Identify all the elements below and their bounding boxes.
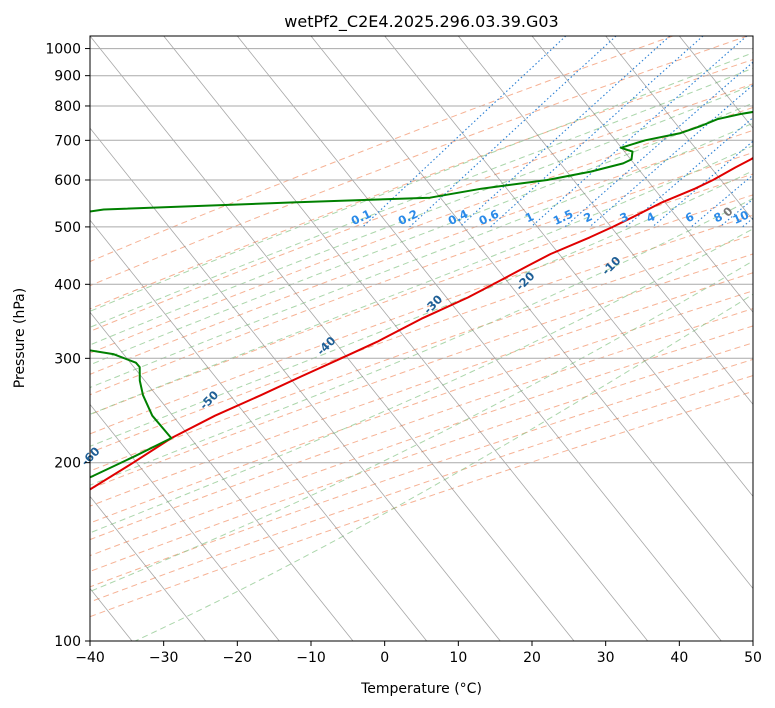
isotherm-line xyxy=(605,36,753,221)
isotherm-line xyxy=(163,36,649,641)
isotherm-line xyxy=(384,36,753,498)
temperature-profile xyxy=(90,156,753,491)
x-tick-label: −10 xyxy=(296,650,326,666)
isotherm-line xyxy=(531,36,753,313)
y-tick-label: 600 xyxy=(54,173,81,189)
x-tick-label: 30 xyxy=(597,650,615,666)
plot-background xyxy=(90,36,753,641)
mixing-ratio-line xyxy=(564,61,753,228)
y-tick-label: 400 xyxy=(54,277,81,293)
dry-adiabat-line xyxy=(90,194,753,435)
isotherm-line xyxy=(0,36,58,641)
isotherm-line xyxy=(90,403,280,641)
dry-adiabat-line xyxy=(90,58,753,310)
mixing-ratio-line xyxy=(770,36,775,227)
isotherm-line xyxy=(90,219,428,641)
dry-adiabat-line xyxy=(90,36,673,263)
isotherm-line xyxy=(457,36,753,406)
x-tick-label: 50 xyxy=(744,650,762,666)
isotherm-line xyxy=(752,36,753,37)
y-tick-label: 800 xyxy=(54,99,81,115)
x-axis-title: Temperature (°C) xyxy=(360,681,482,697)
y-tick-label: 900 xyxy=(54,69,81,85)
background-lines xyxy=(0,36,775,641)
x-tick-label: 20 xyxy=(523,650,541,666)
isotherm-line xyxy=(236,36,722,641)
dry-adiabat-line xyxy=(90,83,753,332)
plot-frame xyxy=(89,35,754,642)
dry-adiabat-line xyxy=(90,390,753,618)
dry-adiabat-line xyxy=(90,308,753,541)
mixing-ratio-label: 10 xyxy=(731,208,751,227)
y-tick-label: 100 xyxy=(54,634,81,650)
dry-adiabat-line xyxy=(90,234,753,472)
dry-adiabat-line xyxy=(90,129,753,375)
chart-title: wetPf2_C2E4.2025.296.03.39.G03 xyxy=(284,12,558,32)
mixing-ratio-line xyxy=(459,36,671,228)
dry-adiabat-line xyxy=(90,290,753,524)
moist-adiabat-line xyxy=(90,67,753,328)
isotherm-line xyxy=(90,36,575,641)
x-tick-label: −30 xyxy=(149,650,179,666)
moist-adiabat-line xyxy=(90,122,753,389)
moist-adiabat-line xyxy=(90,145,753,415)
dry-adiabat-line xyxy=(90,173,753,416)
axes: −40 −30 −20 −10 0 10 20 30 40 50 100 200 300 400 500 60… xyxy=(45,42,762,666)
y-tick-label: 300 xyxy=(54,351,81,367)
moist-adiabat-line xyxy=(90,260,753,593)
x-tick-label: −20 xyxy=(223,650,253,666)
dry-adiabat-line xyxy=(90,253,753,490)
dewpoint-profile xyxy=(90,110,753,479)
dry-adiabat-line xyxy=(90,106,753,354)
isotherm-line xyxy=(90,311,354,641)
x-tick-label: 0 xyxy=(380,650,389,666)
x-tick-label: 40 xyxy=(670,650,688,666)
dry-adiabat-line xyxy=(90,375,753,603)
moist-adiabat-line xyxy=(90,170,753,447)
mixing-ratio-line xyxy=(490,36,704,228)
dry-adiabat-line xyxy=(90,36,748,287)
x-tick-label: 10 xyxy=(449,650,467,666)
moist-adiabat-line xyxy=(90,228,753,534)
y-tick-label: 1000 xyxy=(45,42,81,58)
y-tick-label: 200 xyxy=(54,456,81,472)
isotherm-line xyxy=(310,36,753,590)
isotherm-line xyxy=(90,127,501,641)
x-tick-label: −40 xyxy=(75,650,105,666)
profile-lines xyxy=(90,110,753,491)
moist-adiabat-line xyxy=(135,293,753,641)
mixing-ratio-line xyxy=(652,140,753,228)
moist-adiabat-line xyxy=(90,197,753,486)
y-tick-label: 700 xyxy=(54,133,81,149)
isotherm-line xyxy=(90,495,207,641)
y-axis-title: Pressure (hPa) xyxy=(12,288,28,388)
y-tick-label: 500 xyxy=(54,220,81,236)
moist-adiabat-line xyxy=(90,102,753,366)
moist-adiabat-line xyxy=(90,52,753,312)
